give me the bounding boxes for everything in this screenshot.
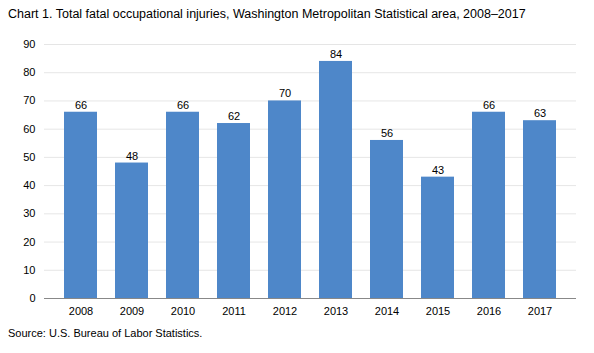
svg-text:84: 84 — [330, 48, 342, 60]
svg-text:2015: 2015 — [426, 305, 450, 317]
svg-text:66: 66 — [75, 99, 87, 111]
svg-text:2008: 2008 — [69, 305, 93, 317]
svg-text:60: 60 — [23, 123, 35, 135]
svg-text:43: 43 — [432, 164, 444, 176]
svg-text:50: 50 — [23, 151, 35, 163]
svg-text:2013: 2013 — [324, 305, 348, 317]
svg-text:63: 63 — [534, 107, 546, 119]
svg-text:2016: 2016 — [477, 305, 501, 317]
html-text:Source: U.S. Bureau of Labor S: Source: U.S. Bureau of Labor Statistics. — [8, 327, 203, 339]
svg-text:20: 20 — [23, 236, 35, 248]
svg-text:48: 48 — [126, 150, 138, 162]
svg-text:62: 62 — [228, 110, 240, 122]
svg-text:2017: 2017 — [528, 305, 552, 317]
svg-text:66: 66 — [483, 99, 495, 111]
svg-text:2012: 2012 — [273, 305, 297, 317]
svg-text:2009: 2009 — [120, 305, 144, 317]
svg-text:2014: 2014 — [375, 305, 399, 317]
html-text:Chart 1. Total fatal occupatio: Chart 1. Total fatal occupational injuri… — [8, 7, 526, 21]
svg-text:56: 56 — [381, 127, 393, 139]
svg-text:0: 0 — [29, 292, 35, 304]
svg-text:90: 90 — [23, 38, 35, 50]
svg-text:2010: 2010 — [171, 305, 195, 317]
svg-text:30: 30 — [23, 207, 35, 219]
svg-text:70: 70 — [279, 87, 291, 99]
svg-text:70: 70 — [23, 94, 35, 106]
svg-text:66: 66 — [177, 99, 189, 111]
svg-text:10: 10 — [23, 264, 35, 276]
svg-text:80: 80 — [23, 66, 35, 78]
svg-text:2011: 2011 — [222, 305, 246, 317]
svg-text:40: 40 — [23, 179, 35, 191]
